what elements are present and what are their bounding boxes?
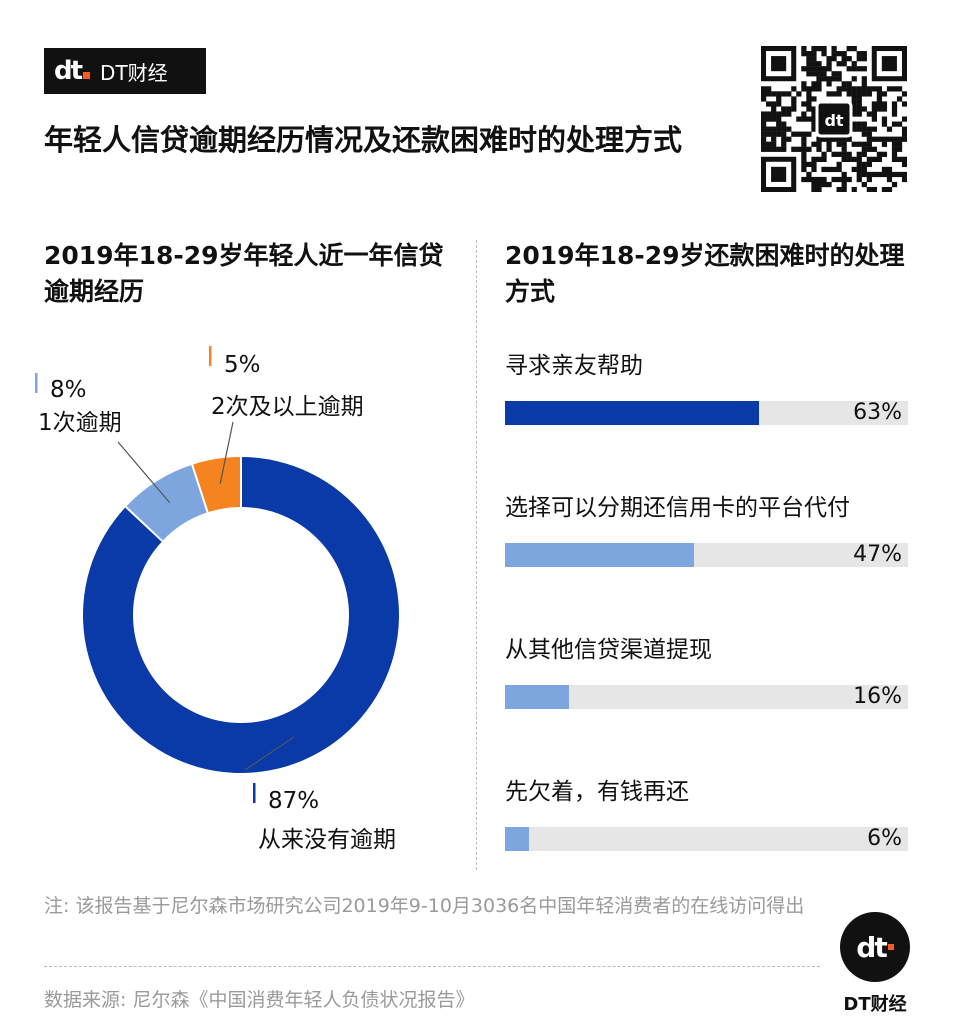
donut-chart: 87% 从来没有逾期 8% 1次逾期 5% 2次及以上逾期: [35, 346, 400, 853]
bar-value-label: 47%: [853, 542, 902, 567]
bar-category-label: 先欠着，有钱再还: [505, 779, 689, 805]
logo-mark: dt: [54, 56, 91, 86]
leader-line: [219, 421, 234, 484]
qr-code-icon: dt: [761, 46, 907, 192]
leader-line: [244, 736, 295, 771]
dt-badge-icon: dt: [840, 912, 910, 982]
legend-tick: [35, 373, 38, 393]
slice-separator: [125, 506, 163, 542]
bar-value-label: 63%: [853, 400, 902, 425]
leader-line: [117, 441, 171, 504]
bar: [505, 543, 695, 567]
bar-value-label: 6%: [867, 826, 902, 851]
slice-value-label: 87%: [268, 788, 319, 814]
bar: [505, 401, 759, 425]
donut-slice: [192, 457, 241, 513]
bar-track: 63%: [505, 400, 908, 425]
legend-tick: [209, 346, 212, 366]
bar-subtitle: 2019年18-29岁还款困难时的处理方式: [505, 241, 905, 306]
bar: [505, 827, 530, 851]
horizontal-divider: [44, 966, 820, 967]
bar-track: 16%: [505, 684, 908, 709]
slice-name-label: 从来没有逾期: [258, 827, 396, 853]
slice-name-label: 1次逾期: [38, 410, 122, 436]
bar: [505, 685, 570, 709]
slice-value-label: 8%: [50, 377, 87, 403]
bar-value-label: 16%: [853, 684, 902, 709]
badge-brand: DT财经: [843, 994, 907, 1015]
slice-name-label: 2次及以上逾期: [211, 394, 364, 420]
page-title: 年轻人信贷逾期经历情况及还款困难时的处理方式: [44, 123, 683, 157]
slice-separator: [191, 464, 209, 513]
svg-text:dt: dt: [824, 111, 843, 130]
vertical-divider: [476, 240, 477, 870]
legend-tick: [253, 783, 256, 803]
bar-category-label: 选择可以分期还信用卡的平台代付: [505, 495, 850, 521]
bar-category-label: 寻求亲友帮助: [505, 353, 643, 379]
bar-category-label: 从其他信贷渠道提现: [505, 637, 712, 663]
donut-subtitle: 2019年18-29岁年轻人近一年信贷逾期经历: [44, 241, 444, 306]
source-text: 数据来源: 尼尔森《中国消费年轻人负债状况报告》: [44, 989, 475, 1011]
dt-logo: dt DT财经: [44, 48, 206, 94]
footnote: 注: 该报告基于尼尔森市场研究公司2019年9-10月3036名中国年轻消费者的…: [44, 895, 805, 917]
donut-slice: [125, 464, 208, 542]
donut-slice: [82, 457, 400, 773]
bar-track: 6%: [505, 826, 908, 851]
slice-value-label: 5%: [224, 352, 261, 378]
bar-track: 47%: [505, 542, 908, 567]
logo-brand: DT财经: [100, 60, 168, 85]
